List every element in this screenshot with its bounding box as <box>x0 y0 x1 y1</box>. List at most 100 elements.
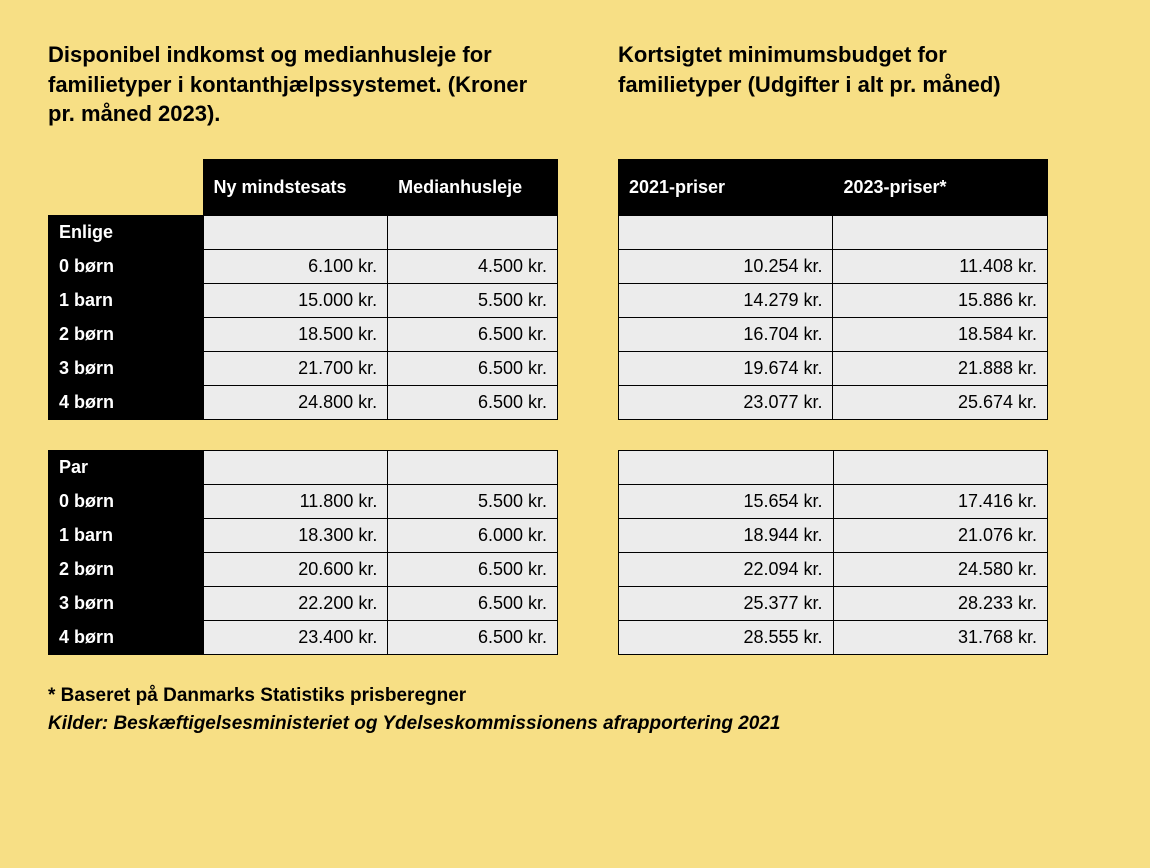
table-pair-par: Par 0 børn 11.800 kr. 5.500 kr. 1 barn 1… <box>48 450 1102 655</box>
section-header-row <box>619 216 1048 250</box>
table-row: 3 børn 21.700 kr. 6.500 kr. <box>49 352 558 386</box>
table-row: 3 børn 22.200 kr. 6.500 kr. <box>49 587 558 621</box>
page-container: Disponibel indkomst og medianhusleje for… <box>0 0 1150 775</box>
section-header-row <box>619 451 1048 485</box>
footnote-text: * Baseret på Danmarks Statistiks prisber… <box>48 685 1102 707</box>
cell-2023: 21.076 kr. <box>833 519 1048 553</box>
cell-2021: 16.704 kr. <box>619 318 833 352</box>
cell-medianhusleje: 5.500 kr. <box>388 284 558 318</box>
table-row: 4 børn 24.800 kr. 6.500 kr. <box>49 386 558 420</box>
cell-mindstesats: 21.700 kr. <box>203 352 388 386</box>
cell-2021: 18.944 kr. <box>619 519 834 553</box>
table-row: 14.279 kr. 15.886 kr. <box>619 284 1048 318</box>
table-row: 2 børn 20.600 kr. 6.500 kr. <box>49 553 558 587</box>
section-header-par: Par <box>49 451 204 485</box>
empty-cell <box>203 216 388 250</box>
cell-mindstesats: 23.400 kr. <box>203 621 388 655</box>
cell-2021: 28.555 kr. <box>619 621 834 655</box>
left-table-par: Par 0 børn 11.800 kr. 5.500 kr. 1 barn 1… <box>48 450 558 655</box>
cell-2023: 31.768 kr. <box>833 621 1048 655</box>
table-row: 2 børn 18.500 kr. 6.500 kr. <box>49 318 558 352</box>
cell-mindstesats: 22.200 kr. <box>203 587 388 621</box>
table-row: 19.674 kr. 21.888 kr. <box>619 352 1048 386</box>
cell-mindstesats: 11.800 kr. <box>203 485 388 519</box>
col-header-2021: 2021-priser <box>619 160 833 216</box>
table-row: 28.555 kr. 31.768 kr. <box>619 621 1048 655</box>
cell-mindstesats: 18.500 kr. <box>203 318 388 352</box>
cell-mindstesats: 18.300 kr. <box>203 519 388 553</box>
row-label: 2 børn <box>49 318 204 352</box>
cell-2021: 22.094 kr. <box>619 553 834 587</box>
row-label: 1 barn <box>49 284 204 318</box>
cell-2021: 15.654 kr. <box>619 485 834 519</box>
cell-medianhusleje: 6.500 kr. <box>388 621 558 655</box>
right-title: Kortsigtet minimumsbudget for familietyp… <box>618 40 1048 129</box>
cell-medianhusleje: 5.500 kr. <box>388 485 558 519</box>
left-table-enlige: Ny mindstesats Medianhusleje Enlige 0 bø… <box>48 159 558 420</box>
row-label: 0 børn <box>49 485 204 519</box>
col-header-2023: 2023-priser* <box>833 160 1048 216</box>
cell-2023: 28.233 kr. <box>833 587 1048 621</box>
table-row: 1 barn 18.300 kr. 6.000 kr. <box>49 519 558 553</box>
titles-row: Disponibel indkomst og medianhusleje for… <box>48 40 1102 129</box>
tables-section: Ny mindstesats Medianhusleje Enlige 0 bø… <box>48 159 1102 655</box>
empty-cell <box>388 451 558 485</box>
cell-mindstesats: 6.100 kr. <box>203 250 388 284</box>
cell-2023: 25.674 kr. <box>833 386 1048 420</box>
row-label: 4 børn <box>49 621 204 655</box>
cell-mindstesats: 20.600 kr. <box>203 553 388 587</box>
empty-cell <box>619 216 833 250</box>
empty-cell <box>833 216 1048 250</box>
row-label: 3 børn <box>49 352 204 386</box>
cell-medianhusleje: 4.500 kr. <box>388 250 558 284</box>
cell-medianhusleje: 6.500 kr. <box>388 352 558 386</box>
table-row: 10.254 kr. 11.408 kr. <box>619 250 1048 284</box>
cell-medianhusleje: 6.500 kr. <box>388 587 558 621</box>
right-table-enlige: 2021-priser 2023-priser* 10.254 kr. 11.4… <box>618 159 1048 420</box>
cell-2023: 17.416 kr. <box>833 485 1048 519</box>
table-row: 15.654 kr. 17.416 kr. <box>619 485 1048 519</box>
cell-medianhusleje: 6.500 kr. <box>388 318 558 352</box>
cell-medianhusleje: 6.500 kr. <box>388 386 558 420</box>
table-row: 1 barn 15.000 kr. 5.500 kr. <box>49 284 558 318</box>
cell-2021: 23.077 kr. <box>619 386 833 420</box>
cell-2023: 18.584 kr. <box>833 318 1048 352</box>
section-header-row: Enlige <box>49 216 558 250</box>
table-row: 0 børn 11.800 kr. 5.500 kr. <box>49 485 558 519</box>
table-row: 0 børn 6.100 kr. 4.500 kr. <box>49 250 558 284</box>
cell-2023: 24.580 kr. <box>833 553 1048 587</box>
cell-2021: 10.254 kr. <box>619 250 833 284</box>
footnotes: * Baseret på Danmarks Statistiks prisber… <box>48 685 1102 735</box>
table-row: 4 børn 23.400 kr. 6.500 kr. <box>49 621 558 655</box>
table-header-row: 2021-priser 2023-priser* <box>619 160 1048 216</box>
row-label: 1 barn <box>49 519 204 553</box>
cell-2023: 11.408 kr. <box>833 250 1048 284</box>
row-label: 4 børn <box>49 386 204 420</box>
source-text: Kilder: Beskæftigelsesministeriet og Yde… <box>48 713 1102 735</box>
section-header-row: Par <box>49 451 558 485</box>
row-label: 3 børn <box>49 587 204 621</box>
row-label: 2 børn <box>49 553 204 587</box>
cell-2023: 15.886 kr. <box>833 284 1048 318</box>
table-header-row: Ny mindstesats Medianhusleje <box>49 160 558 216</box>
empty-cell <box>203 451 388 485</box>
cell-2021: 14.279 kr. <box>619 284 833 318</box>
empty-cell <box>833 451 1048 485</box>
cell-medianhusleje: 6.000 kr. <box>388 519 558 553</box>
section-header-enlige: Enlige <box>49 216 204 250</box>
empty-cell <box>619 451 834 485</box>
cell-mindstesats: 24.800 kr. <box>203 386 388 420</box>
empty-cell <box>388 216 558 250</box>
left-title: Disponibel indkomst og medianhusleje for… <box>48 40 558 129</box>
table-row: 22.094 kr. 24.580 kr. <box>619 553 1048 587</box>
cell-2021: 19.674 kr. <box>619 352 833 386</box>
right-table-par: 15.654 kr. 17.416 kr. 18.944 kr. 21.076 … <box>618 450 1048 655</box>
table-row: 25.377 kr. 28.233 kr. <box>619 587 1048 621</box>
blank-header <box>49 160 204 216</box>
cell-2023: 21.888 kr. <box>833 352 1048 386</box>
table-row: 16.704 kr. 18.584 kr. <box>619 318 1048 352</box>
table-pair-enlige: Ny mindstesats Medianhusleje Enlige 0 bø… <box>48 159 1102 420</box>
table-row: 23.077 kr. 25.674 kr. <box>619 386 1048 420</box>
col-header-medianhusleje: Medianhusleje <box>388 160 558 216</box>
table-row: 18.944 kr. 21.076 kr. <box>619 519 1048 553</box>
